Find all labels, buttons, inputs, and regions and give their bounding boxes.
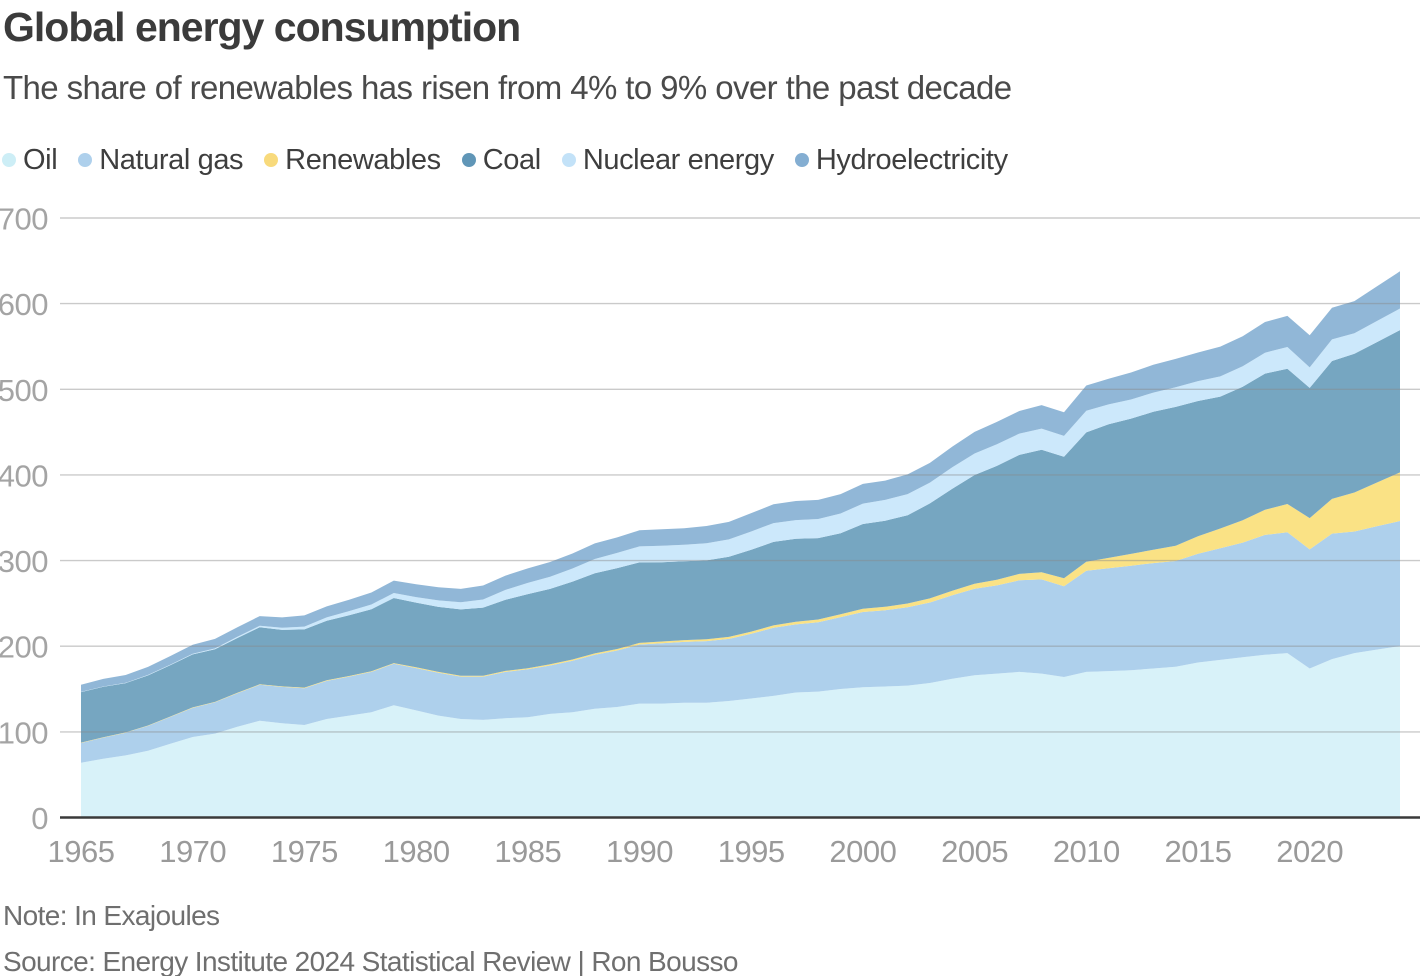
legend-dot-hydroelectricity [794,153,809,167]
legend-item-natural-gas: Natural gas [78,143,244,177]
area-oil [81,646,1400,818]
x-tick-label-1995: 1995 [718,834,785,869]
legend-item-oil: Oil [2,143,58,177]
legend-dot-renewables [264,153,279,167]
legend: Oil Natural gas Renewables Coal Nuclear ener… [2,144,1008,176]
y-tick-label-600: 600 [0,287,48,322]
x-tick-label-2015: 2015 [1165,834,1232,869]
legend-dot-nuclear-energy [561,153,576,167]
y-tick-label-0: 0 [31,801,48,836]
x-tick-label-2010: 2010 [1053,834,1120,869]
x-tick-label-1970: 1970 [159,834,226,869]
y-tick-label-300: 300 [0,544,48,579]
x-tick-label-1965: 1965 [48,834,115,869]
y-tick-label-100: 100 [0,715,48,750]
legend-label: Nuclear energy [582,143,774,176]
legend-label: Oil [23,143,58,176]
x-axis-labels: 1965 1970 1975 1980 1985 1990 1995 2000 2005 2010… [48,834,1344,869]
legend-dot-natural-gas [78,153,93,167]
legend-label: Hydroelectricity [815,143,1008,176]
legend-label: Renewables [285,143,441,176]
y-tick-label-200: 200 [0,630,48,665]
y-tick-label-700: 700 [0,202,48,237]
x-tick-label-1980: 1980 [383,834,450,869]
x-tick-label-1985: 1985 [494,834,561,869]
x-tick-label-1975: 1975 [271,834,338,869]
gridlines [60,217,1420,733]
chart-subtitle: The share of renewables has risen from 4… [3,69,1012,106]
area-coal [81,330,1400,743]
chart-title: Global energy consumption [3,4,521,50]
legend-dot-oil [2,153,16,167]
x-tick-label-2005: 2005 [941,834,1008,869]
areas [81,271,1400,818]
area-hydroelectricity [81,271,1400,692]
y-axis-labels: 0 100 200 300 400 500 600 700 [0,202,49,837]
legend-item-coal: Coal [461,143,541,177]
legend-label: Natural gas [99,143,244,176]
x-tick-label-1990: 1990 [606,834,673,869]
legend-item-renewables: Renewables [264,144,441,177]
y-tick-label-500: 500 [0,373,48,408]
x-tick-label-2020: 2020 [1276,834,1343,869]
area-nuclear-energy [81,308,1400,693]
legend-dot-coal [461,153,476,167]
chart-source: Source: Energy Institute 2024 Statistica… [3,946,738,976]
x-tick-label-2000: 2000 [829,834,896,869]
legend-item-hydroelectricity: Hydroelectricity [794,143,1008,177]
legend-label: Coal [482,143,541,176]
area-natural-gas [81,521,1400,763]
chart-note: Note: In Exajoules [3,900,220,931]
y-tick-label-400: 400 [0,458,48,493]
legend-item-nuclear-energy: Nuclear energy [561,143,774,177]
